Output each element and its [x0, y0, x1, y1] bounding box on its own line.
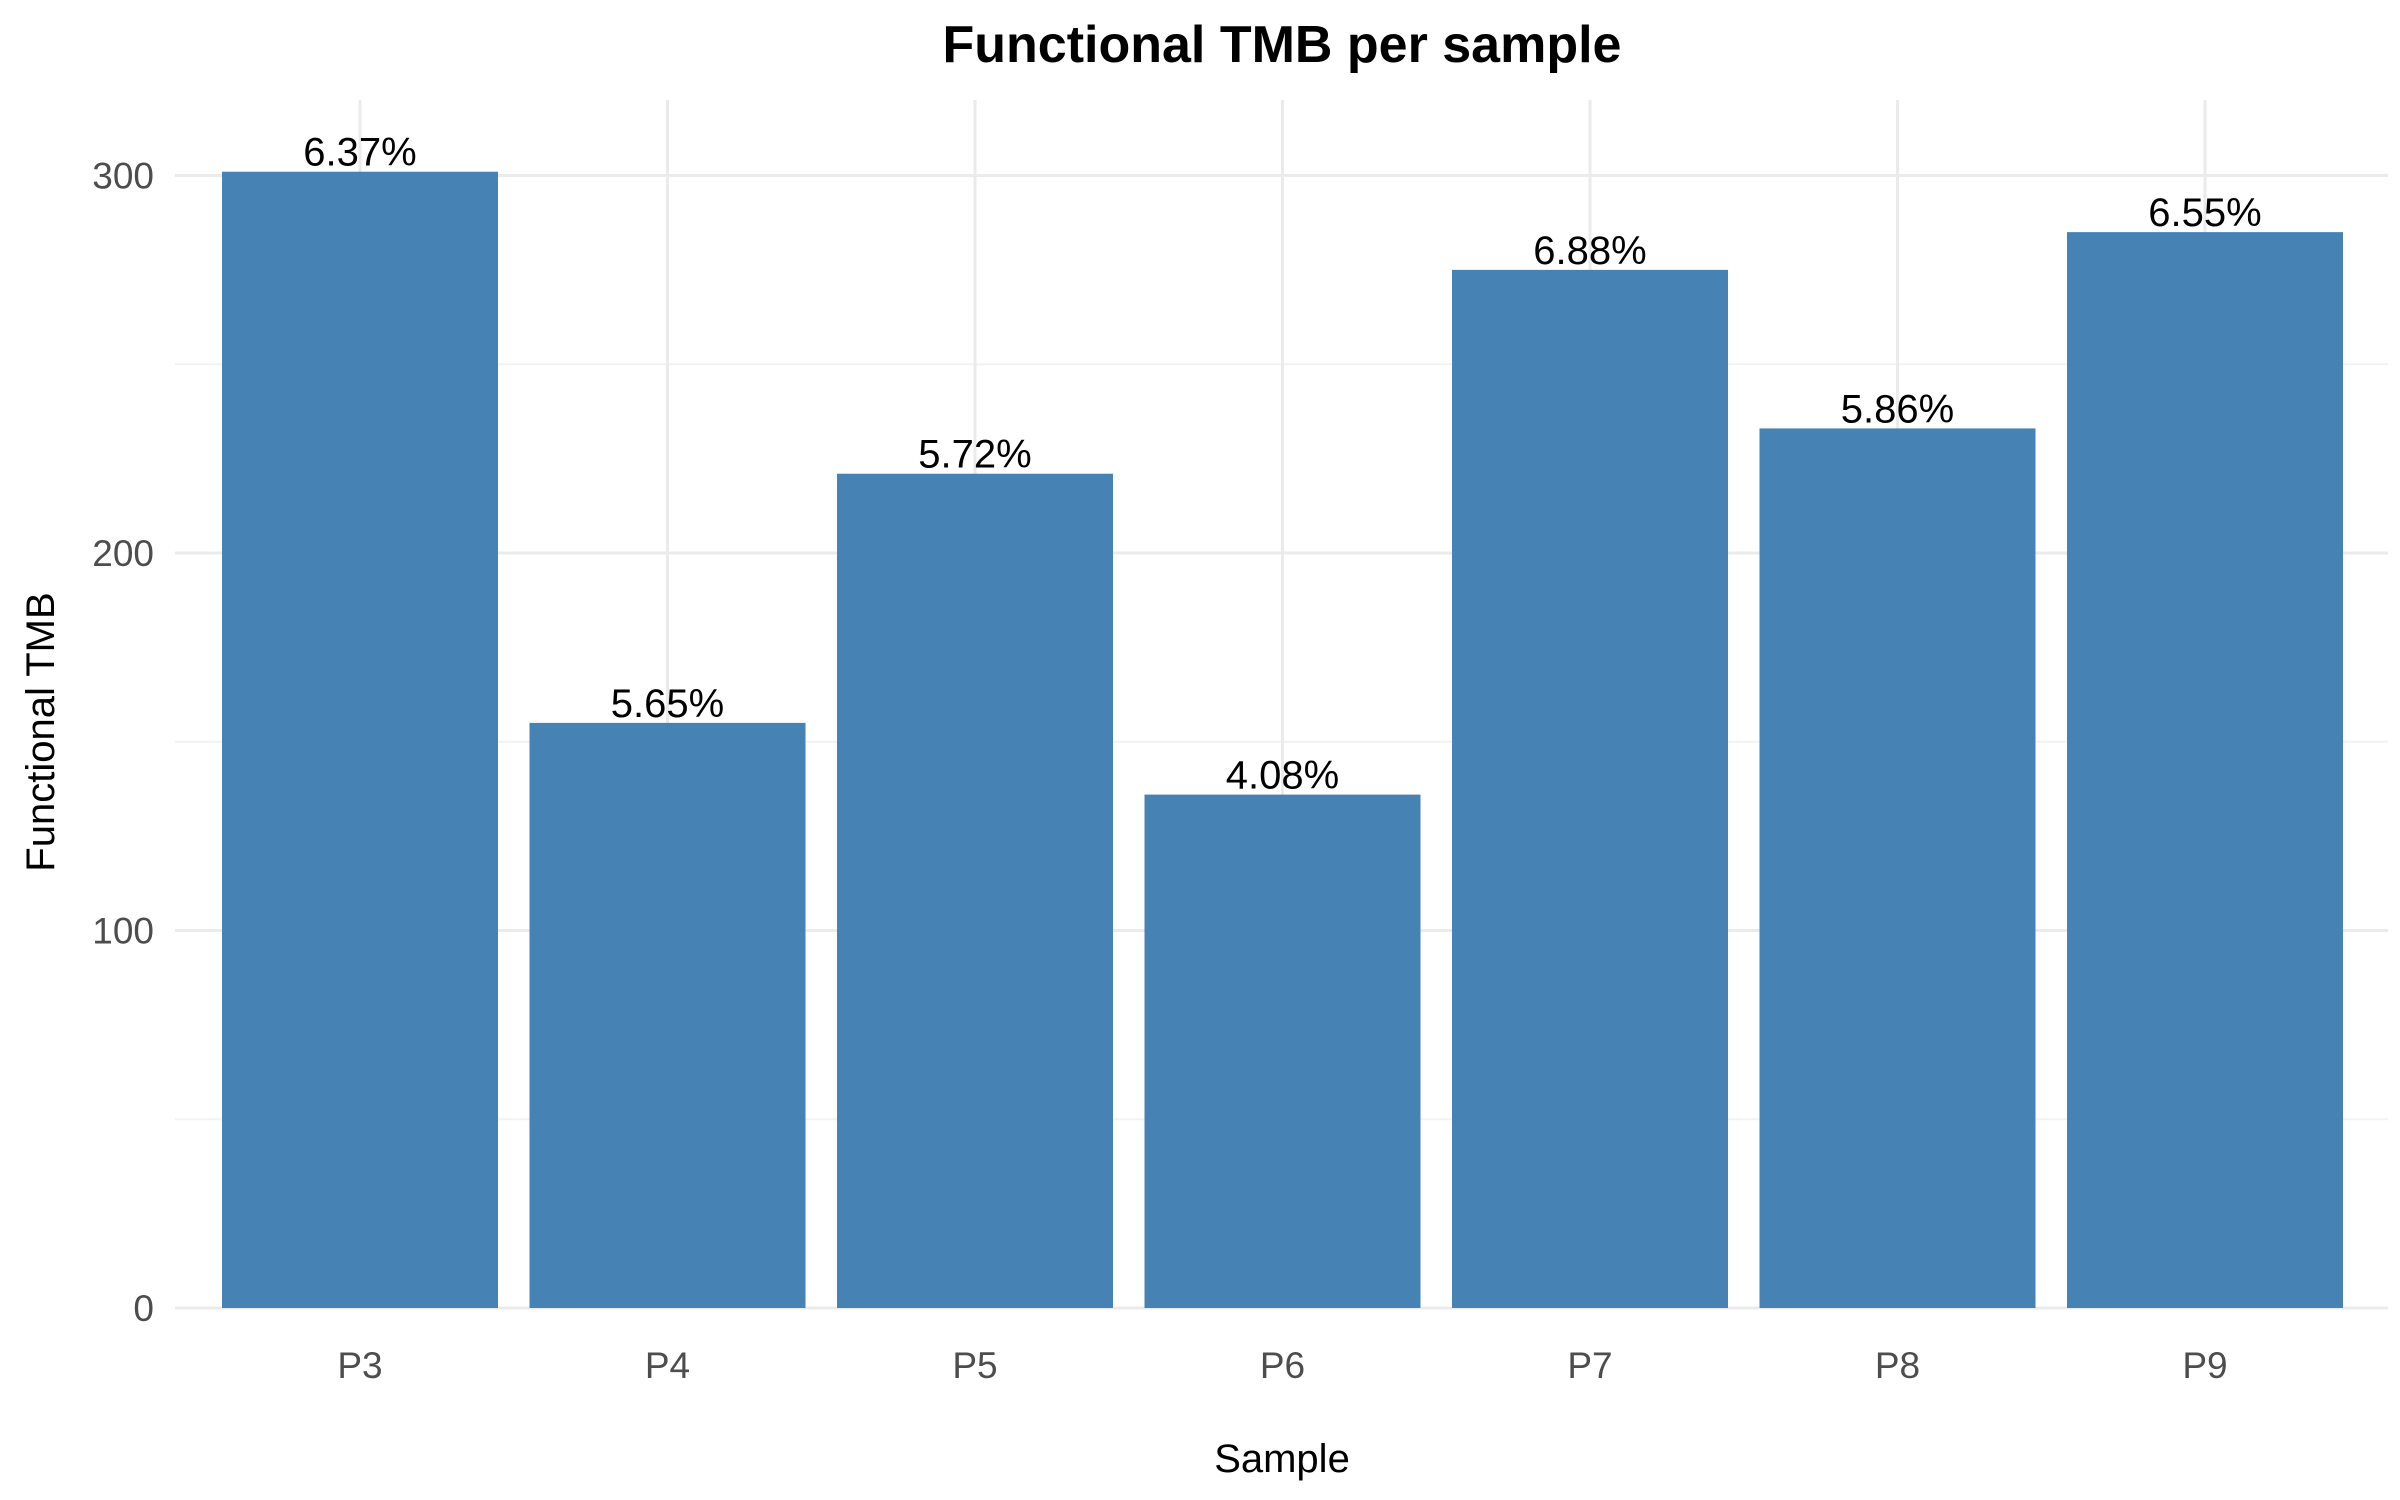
- bar-P5: [837, 473, 1113, 1309]
- x-tick-label-P3: P3: [337, 1345, 382, 1386]
- x-tick-label-P5: P5: [952, 1345, 997, 1386]
- bar-P3: [222, 171, 498, 1309]
- bar-P4: [529, 722, 806, 1308]
- data-label-P7: 6.88%: [1533, 229, 1646, 273]
- y-tick-label-2: 200: [92, 533, 154, 574]
- data-labels-layer: 6.37% 5.65% 5.72% 4.08% 6.88% 5.86% 6.55%: [303, 131, 2261, 798]
- x-tick-label-P7: P7: [1567, 1345, 1612, 1386]
- chart-title: Functional TMB per sample: [943, 16, 1622, 74]
- y-tick-label-0: 0: [133, 1288, 154, 1329]
- tick-labels-layer: 0 100 200 300 P3 P4 P5 P6 P7 P8 P9: [92, 156, 2227, 1387]
- bar-P8: [1759, 428, 2036, 1308]
- data-label-P4: 5.65%: [611, 682, 724, 726]
- x-tick-label-P8: P8: [1875, 1345, 1920, 1386]
- data-label-P5: 5.72%: [918, 433, 1031, 477]
- bar-P6: [1144, 794, 1421, 1308]
- data-label-P6: 4.08%: [1226, 754, 1339, 798]
- x-tick-label-P6: P6: [1260, 1345, 1305, 1386]
- y-tick-label-3: 300: [92, 156, 154, 197]
- x-tick-label-P9: P9: [2182, 1345, 2227, 1386]
- x-tick-label-P4: P4: [645, 1345, 690, 1386]
- y-tick-label-1: 100: [92, 911, 154, 952]
- bars-layer: [222, 171, 2343, 1309]
- bar-P7: [1452, 269, 1728, 1308]
- data-label-P8: 5.86%: [1841, 387, 1954, 431]
- y-axis-title: Functional TMB: [19, 592, 63, 871]
- data-label-P9: 6.55%: [2148, 191, 2261, 235]
- x-axis-title: Sample: [1214, 1437, 1350, 1481]
- data-label-P3: 6.37%: [303, 131, 416, 175]
- bar-P9: [2067, 232, 2343, 1308]
